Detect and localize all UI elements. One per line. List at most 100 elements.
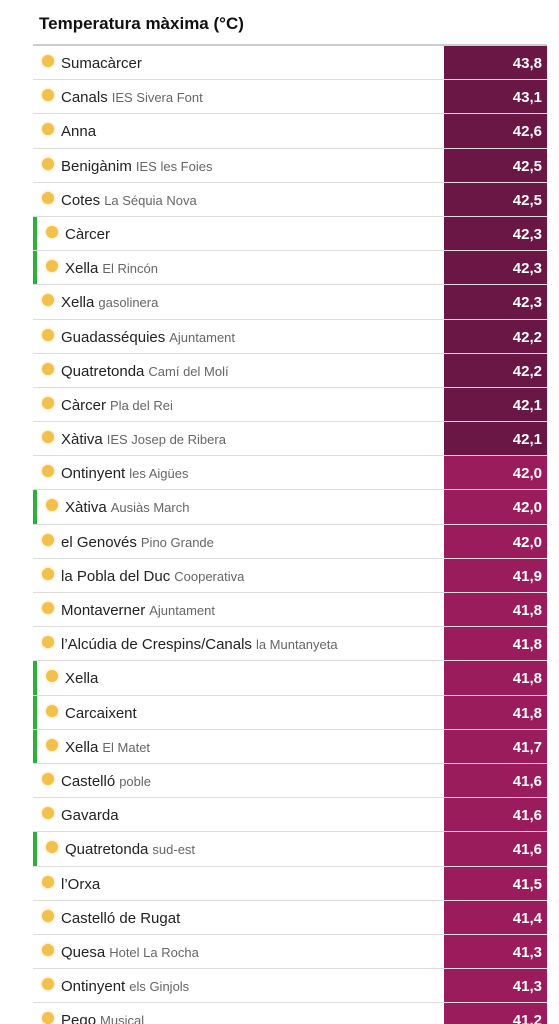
temperature-value: 42,0: [444, 456, 547, 490]
table-row: la Pobla del Duc Cooperativa 41,9: [33, 558, 547, 593]
station-label: Pego Musical: [61, 1012, 144, 1024]
station-place: sud-est: [152, 842, 196, 858]
station-place: IES Sivera Font: [111, 90, 203, 106]
table-row: Anna 42,6: [33, 114, 547, 149]
station-name: Pego: [61, 1012, 97, 1024]
highlight-bar: [33, 695, 37, 729]
temperature-value: 42,2: [444, 353, 547, 387]
sun-icon: [42, 1012, 54, 1024]
temperature-value: 41,8: [444, 627, 547, 661]
station-name: Montaverner: [61, 602, 146, 619]
station-label: el Genovés Pino Grande: [61, 534, 214, 551]
highlight-bar: [33, 216, 37, 251]
temperature-value: 42,3: [444, 285, 547, 319]
station-place: Pino Grande: [140, 534, 214, 550]
table-row: Sumacàrcer 43,8: [33, 46, 547, 81]
sun-icon: [42, 55, 54, 67]
temperature-value: 42,3: [444, 251, 547, 285]
station-place: El Rincón: [102, 261, 158, 277]
table-row: Benigànim IES les Foies 42,5: [33, 148, 547, 183]
sun-icon: [42, 533, 54, 546]
temperature-value: 43,1: [444, 80, 547, 114]
highlight-bar: [33, 251, 37, 285]
station-place: Ajuntament: [149, 603, 215, 618]
station-name: Castelló de Rugat: [61, 909, 181, 927]
table-row: el Genovés Pino Grande 42,0: [33, 524, 547, 559]
station-place: El Matet: [102, 739, 151, 755]
station-place: les Aigües: [129, 466, 189, 482]
station-name: Càrcer: [65, 225, 111, 243]
station-name: Anna: [61, 123, 97, 141]
station-place: Camí del Molí: [148, 363, 229, 379]
station-name: Castelló: [61, 772, 116, 790]
station-place: Cooperativa: [174, 568, 245, 584]
station-name: Quatretonda: [65, 841, 149, 859]
station-label: Quesa Hotel La Rocha: [61, 944, 199, 961]
temperature-value: 42,0: [444, 524, 547, 558]
station-label: Canals IES Sivera Font: [61, 89, 203, 106]
table-row: Ontinyent les Aigües 42,0: [33, 456, 547, 491]
temperature-value: 41,6: [444, 832, 547, 866]
station-name: Xella: [61, 294, 95, 312]
table-row: Xàtiva IES Josep de Ribera 42,1: [33, 422, 547, 457]
station-name: Quesa: [61, 943, 106, 961]
temperature-value: 42,2: [444, 319, 547, 353]
station-name: la Pobla del Duc: [61, 567, 171, 585]
table-row: Xella El Matet 41,7: [33, 729, 547, 764]
station-place: IES les Foies: [135, 158, 213, 174]
sun-icon: [42, 909, 54, 922]
station-name: Xàtiva: [65, 499, 107, 517]
station-label: Càrcer: [65, 226, 110, 243]
station-name: l’Orxa: [61, 875, 101, 893]
station-name: Canals: [61, 89, 108, 107]
sun-icon: [42, 362, 54, 375]
table-row: Xella 41,8: [33, 661, 547, 696]
temperature-value: 42,6: [444, 114, 547, 148]
table: Sumacàrcer 43,8 Canals IES Sivera Font 43,1 A…: [33, 44, 547, 1024]
station-label: Cotes La Séquia Nova: [61, 192, 197, 209]
station-place: gasolinera: [98, 295, 159, 311]
sun-icon: [42, 978, 54, 991]
table-row: Castelló poble 41,6: [33, 763, 547, 799]
temperature-value: 41,5: [444, 866, 547, 900]
station-name: Càrcer: [61, 396, 107, 414]
station-name: Sumacàrcer: [61, 55, 142, 72]
station-label: Xella: [65, 670, 98, 687]
station-place: Musical: [100, 1013, 145, 1024]
temperature-value: 41,4: [444, 900, 547, 934]
highlight-bar: [33, 490, 37, 524]
title: Temperatura màxima (°C): [39, 14, 244, 33]
station-label: Xàtiva Ausiàs March: [65, 499, 189, 516]
table-row: Ontinyent els Ginjols 41,3: [33, 969, 547, 1004]
temperature-value: 42,0: [444, 490, 547, 524]
station-place: Pla del Rei: [110, 397, 173, 413]
sun-icon: [42, 328, 54, 341]
sun-icon: [42, 89, 54, 102]
station-label: Benigànim IES les Foies: [61, 158, 212, 175]
temperature-value: 42,1: [444, 387, 547, 422]
temperature-value: 41,2: [444, 1003, 547, 1024]
temperature-value: 41,8: [444, 661, 547, 695]
sun-icon: [42, 602, 54, 614]
station-label: Sumacàrcer: [61, 55, 142, 72]
station-label: Xella El Matet: [65, 739, 150, 756]
temperature-value: 41,8: [444, 695, 547, 729]
station-label: Castelló poble: [61, 773, 151, 790]
station-label: Xella gasolinera: [61, 294, 158, 311]
sun-icon: [46, 670, 58, 683]
table-row: Quatretonda sud-est 41,6: [33, 832, 547, 867]
sun-icon: [42, 772, 54, 785]
temperature-value: 43,8: [444, 46, 547, 80]
station-label: l’Orxa: [61, 876, 100, 893]
sun-icon: [42, 636, 54, 649]
station-label: Montaverner Ajuntament: [61, 602, 215, 619]
table-row: Guadasséquies Ajuntament 42,2: [33, 319, 547, 354]
table-row: Pego Musical 41,2: [33, 1003, 547, 1024]
station-name: Gavarda: [61, 807, 119, 825]
station-label: Gavarda: [61, 807, 119, 824]
station-place: Ausiàs March: [110, 500, 190, 516]
station-name: Cotes: [61, 191, 101, 209]
table-row: Gavarda 41,6: [33, 798, 547, 833]
station-name: el Genovés: [61, 533, 137, 551]
